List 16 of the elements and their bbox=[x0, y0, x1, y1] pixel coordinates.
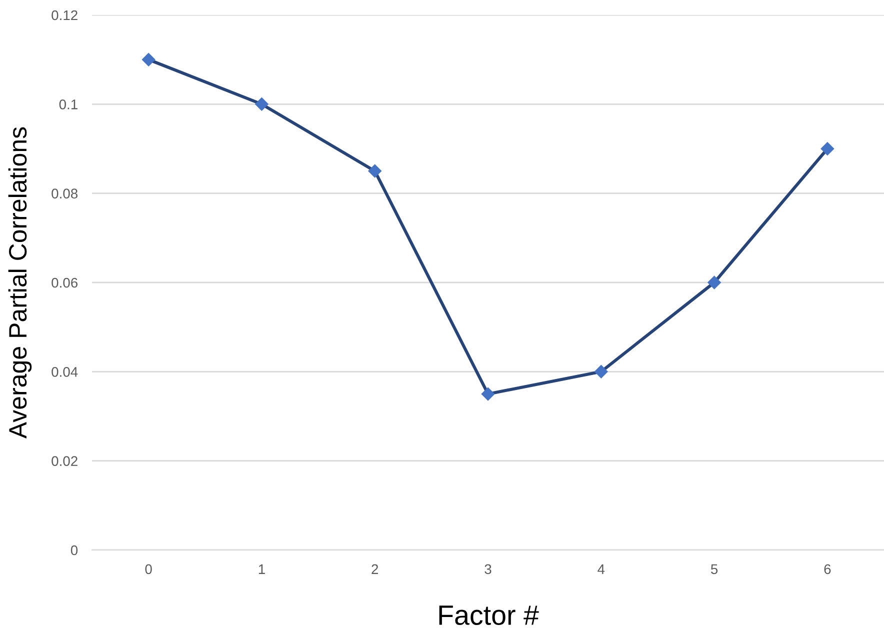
y-tick-label: 0.08 bbox=[52, 188, 78, 199]
y-tick-label: 0.02 bbox=[52, 456, 78, 466]
x-axis-title: Factor # bbox=[439, 606, 539, 626]
x-tick-label: 0 bbox=[145, 564, 152, 574]
y-axis-title: Average Partial Correlations bbox=[8, 127, 32, 439]
y-tick-label: 0.1 bbox=[59, 100, 78, 110]
y-tick-label: 0.12 bbox=[52, 10, 78, 20]
y-tick-label: 0 bbox=[70, 545, 78, 556]
x-tick-label: 3 bbox=[484, 564, 492, 574]
y-tick-label: 0.06 bbox=[52, 278, 78, 288]
x-tick-label: 6 bbox=[824, 564, 831, 574]
x-tick-label: 5 bbox=[710, 564, 718, 574]
x-tick-label: 2 bbox=[372, 564, 378, 574]
x-tick-label: 1 bbox=[258, 564, 265, 574]
y-tick-label: 0.04 bbox=[52, 367, 78, 377]
x-tick-label: 4 bbox=[598, 564, 605, 574]
